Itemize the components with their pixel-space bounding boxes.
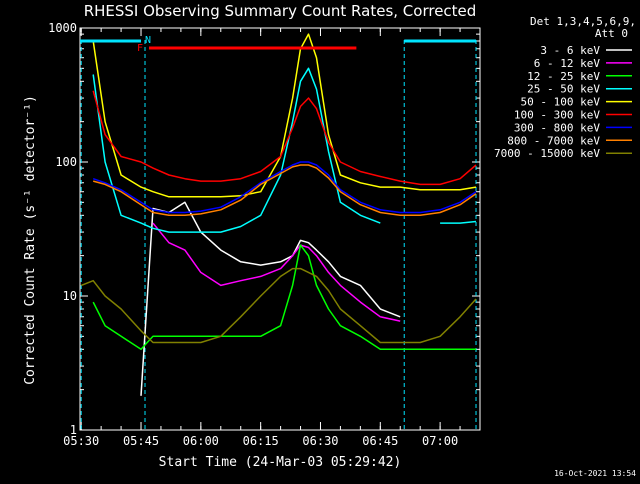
legend-entry-label: 300 - 800 keV (514, 121, 600, 134)
x-tick-label: 06:00 (183, 434, 219, 448)
legend-entry-label: 800 - 7000 keV (507, 134, 600, 147)
x-axis: 05:30 05:45 06:00 06:15 06:30 06:45 07:00 (63, 28, 481, 448)
plot-frame (79, 27, 481, 431)
time-markers (80, 40, 477, 430)
series-line (80, 267, 477, 344)
y-tick-label: 1 (70, 423, 77, 437)
series-line (92, 90, 477, 186)
series-layer (80, 33, 477, 396)
x-tick-label: 07:00 (422, 434, 458, 448)
legend-entry-label: 25 - 50 keV (527, 83, 600, 96)
series-line (92, 67, 477, 233)
x-tick-label: 06:15 (243, 434, 279, 448)
series-line (140, 201, 401, 396)
legend-entry-label: 7000 - 15000 keV (494, 147, 600, 160)
series-line (92, 244, 476, 351)
y-tick-label: 100 (55, 155, 77, 169)
series-line (92, 161, 477, 214)
night-flag-label: N (145, 35, 151, 46)
x-tick-label: 06:30 (302, 434, 338, 448)
series-line (152, 222, 401, 322)
flag-bars: NF (80, 35, 477, 54)
x-tick-label: 06:45 (362, 434, 398, 448)
x-tick-label: 05:30 (63, 434, 99, 448)
legend-entry-label: 100 - 300 keV (514, 109, 600, 122)
plot-area: 1 10 100 1000 05:30 05:45 06:00 06:15 06:30 06:4… (48, 21, 481, 448)
legend-title-line-2: Att 0 (595, 27, 628, 40)
y-axis: 1 10 100 1000 (48, 21, 480, 437)
legend-title-line-1: Det 1,3,4,5,6,9, (530, 15, 636, 28)
legend-entry-label: 12 - 25 keV (527, 70, 600, 83)
series-line (92, 33, 477, 198)
date-stamp: 16-Oct-2021 13:54 (554, 469, 636, 478)
legend-entry-label: 50 - 100 keV (521, 96, 601, 109)
y-tick-label: 10 (63, 289, 77, 303)
x-axis-label: Start Time (24-Mar-03 05:29:42) (159, 455, 402, 470)
y-tick-label: 1000 (48, 21, 77, 35)
x-tick-label: 05:45 (123, 434, 159, 448)
series-line (92, 164, 477, 217)
chart-title: RHESSI Observing Summary Count Rates, Co… (84, 2, 477, 20)
legend-entry-label: 6 - 12 keV (534, 57, 601, 70)
flare-flag-label: F (137, 43, 143, 54)
y-axis-label: Corrected Count Rate (s⁻¹ detector⁻¹) (23, 95, 38, 385)
legend-entry-label: 3 - 6 keV (540, 44, 600, 57)
